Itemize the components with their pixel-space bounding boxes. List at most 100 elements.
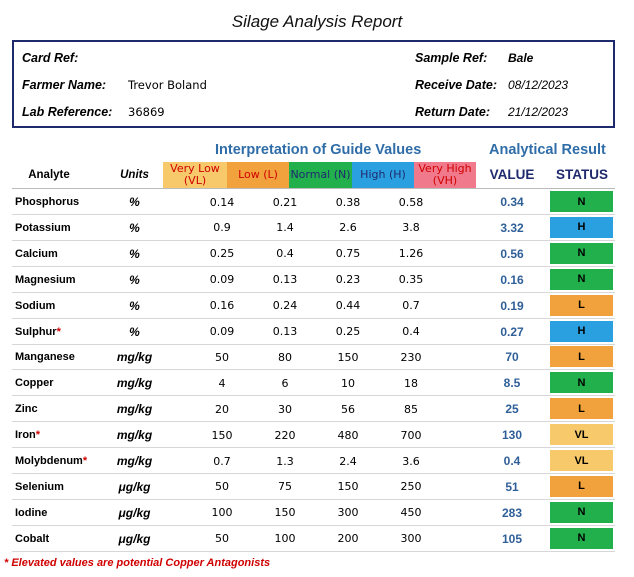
guide-value-vl: 0.7 <box>213 454 231 468</box>
guide-value-h: 0.35 <box>398 273 424 287</box>
guide-value-h: 0.4 <box>402 325 420 338</box>
result-value: 130 <box>501 428 523 443</box>
analyte-label: Magnesium <box>15 273 76 286</box>
analyte-name: Selenium <box>15 474 64 500</box>
lab-reference-value: 36869 <box>128 105 165 119</box>
table-row: Magnesium% 0.09 0.13 0.23 0.35 0.16 N <box>12 267 615 293</box>
guide-value-h: 700 <box>400 428 422 442</box>
value-header: VALUE <box>489 167 535 182</box>
antagonist-marker: * <box>56 325 61 338</box>
table-row: Manganese mg/kg 50 80 150 230 70 L <box>12 344 615 371</box>
guide-value-n: 0.23 <box>335 273 361 287</box>
analyte-name: Zinc <box>15 396 38 422</box>
result-value: 0.34 <box>500 195 524 209</box>
guide-value-l: 220 <box>274 428 296 442</box>
analyte-name: Iodine <box>15 500 47 526</box>
guide-value-n: 150 <box>337 350 359 364</box>
guide-value-n: 0.44 <box>335 299 361 313</box>
footnote: * Elevated values are potential Copper A… <box>4 557 271 569</box>
guide-values-heading: Interpretation of Guide Values <box>215 142 422 158</box>
guide-value-vl: 4 <box>218 376 226 390</box>
report-title: Silage Analysis Report <box>231 12 403 31</box>
unit: mg/kg <box>116 454 153 468</box>
analyte-label: Cobalt <box>15 532 50 545</box>
result-value: 0.27 <box>500 324 524 339</box>
analyte-label: Molybdenum <box>15 455 83 467</box>
status-badge: L <box>550 398 613 420</box>
status-badge: H <box>550 216 613 238</box>
analyte-name: Magnesium <box>15 267 76 293</box>
guide-value-l: 0.21 <box>272 195 298 209</box>
analyte-label: Iron <box>15 429 36 442</box>
analyte-header: Analyte <box>28 169 70 181</box>
low-header: Low (L) <box>227 162 289 188</box>
status-badge: L <box>550 346 613 368</box>
analyte-name: Potassium <box>15 215 71 241</box>
status-header: STATUS <box>556 167 608 182</box>
sample-ref-value: Bale <box>508 51 534 65</box>
analyte-name: Copper <box>15 370 54 396</box>
farmer-name-value: Trevor Boland <box>128 78 207 92</box>
table-row: Potassium% 0.9 1.4 2.6 3.8 3.32 H <box>12 215 615 241</box>
table-row: Copper mg/kg 4 6 10 18 8.5 N <box>12 370 615 397</box>
status-badge: VL <box>550 450 613 471</box>
guide-value-h: 18 <box>404 376 418 390</box>
receive-date-value: 08/12/2023 <box>508 78 569 92</box>
analyte-label: Zinc <box>15 403 38 416</box>
status-badge: N <box>550 527 613 549</box>
guide-value-vl: 0.09 <box>209 325 235 338</box>
status-badge: L <box>550 475 613 497</box>
normal-header: Normal (N) <box>289 162 352 188</box>
guide-value-l: 0.24 <box>272 299 298 313</box>
info-row-lab-ref: Lab Reference: 36869 Return Date: 21/12/… <box>14 105 613 125</box>
guide-value-vl: 0.25 <box>209 247 235 261</box>
guide-value-l: 1.3 <box>276 454 294 468</box>
guide-value-vl: 50 <box>215 532 229 546</box>
analyte-label: Sodium <box>15 299 56 312</box>
result-value: 0.4 <box>503 454 521 468</box>
guide-value-l: 100 <box>274 532 296 546</box>
analyte-name: Sodium <box>15 293 55 319</box>
result-value: 8.5 <box>503 376 521 391</box>
antagonist-marker: * <box>35 429 41 442</box>
table-row: Cobalt μg/kg 50 100 200 300 105 N <box>12 526 615 552</box>
table-row: Iron * mg/kg 150 220 480 700 130 VL <box>12 422 615 449</box>
status-badge: H <box>550 320 613 342</box>
guide-value-n: 0.25 <box>335 325 361 338</box>
receive-date-label: Receive Date: <box>415 78 497 92</box>
guide-value-l: 0.13 <box>272 273 298 287</box>
status-badge: N <box>550 372 613 394</box>
table-row: Selenium μg/kg 50 75 150 250 51 L <box>12 474 615 500</box>
guide-value-l: 1.4 <box>276 221 294 235</box>
result-value: 25 <box>505 402 519 417</box>
analytical-result-heading: Analytical Result <box>489 142 606 158</box>
analyte-name: Calcium <box>15 241 58 267</box>
analyte-label: Calcium <box>15 247 58 260</box>
unit: % <box>129 220 140 235</box>
very-high-header: Very High (VH) <box>414 162 476 188</box>
guide-value-vl: 0.14 <box>209 195 235 209</box>
guide-value-n: 2.6 <box>339 221 357 235</box>
return-date-label: Return Date: <box>415 105 491 119</box>
analyte-name: Cobalt <box>15 526 49 552</box>
guide-value-vl: 0.9 <box>213 221 231 235</box>
guide-value-h: 300 <box>400 532 422 546</box>
unit: % <box>129 272 140 287</box>
guide-value-h: 3.6 <box>402 454 420 468</box>
unit: % <box>129 246 140 261</box>
farmer-name-label: Farmer Name: <box>22 78 107 92</box>
high-header: High (H) <box>352 162 414 188</box>
guide-value-l: 75 <box>278 480 292 494</box>
table-row: Molybdenum * mg/kg 0.7 1.3 2.4 3.6 0.4 VL <box>12 448 615 474</box>
result-value: 70 <box>505 350 519 365</box>
unit: μg/kg <box>118 479 151 494</box>
units-header: Units <box>120 169 149 181</box>
guide-value-n: 200 <box>337 532 359 546</box>
analyte-label: Potassium <box>15 221 71 234</box>
guide-value-n: 0.38 <box>335 195 361 209</box>
guide-value-h: 0.7 <box>402 299 420 313</box>
table-row: Zinc mg/kg 20 30 56 85 25 L <box>12 396 615 423</box>
sample-ref-label: Sample Ref: <box>415 51 488 65</box>
status-badge: N <box>550 268 613 290</box>
guide-value-h: 450 <box>400 506 422 520</box>
